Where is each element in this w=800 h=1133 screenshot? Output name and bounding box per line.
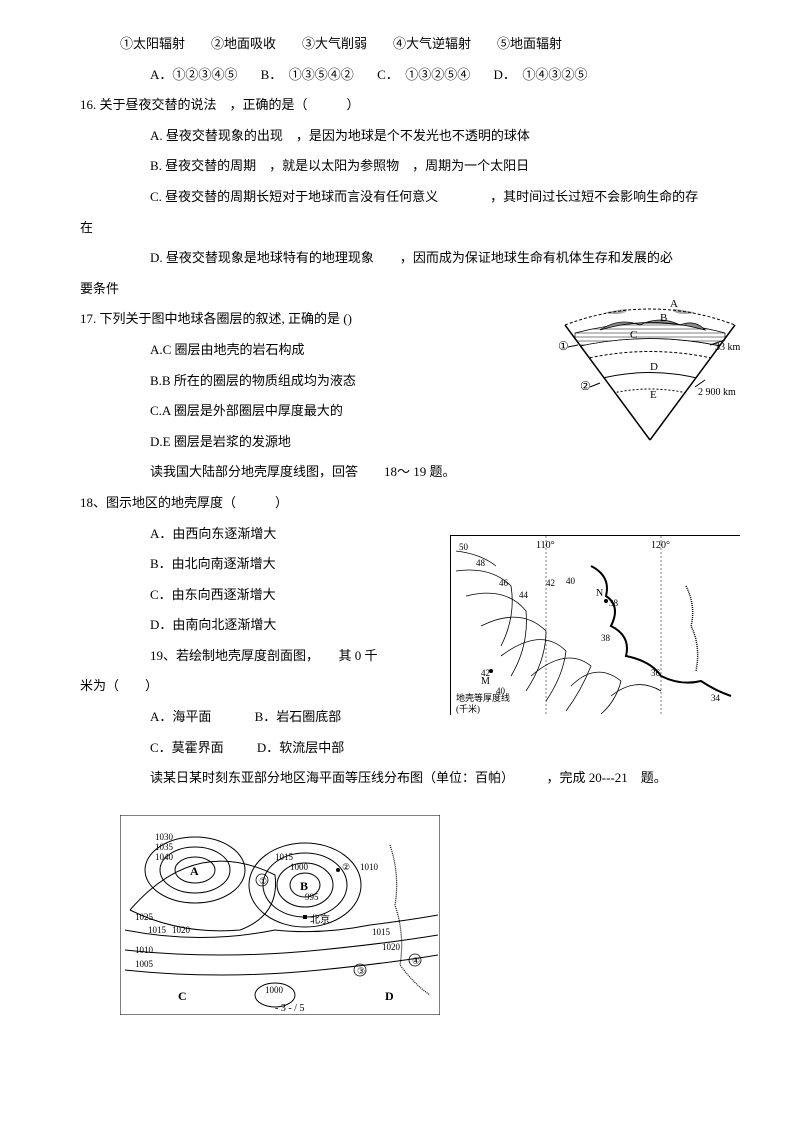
svg-text:①: ① — [259, 876, 267, 886]
figure-isobars: A 1030 1035 1040 1025 B 995 1000 1015 10… — [120, 815, 440, 1015]
figure-earth-layers: A B C D E ① ② 33 km 2 900 km — [550, 295, 750, 445]
svg-text:44: 44 — [519, 590, 529, 600]
svg-text:1020: 1020 — [172, 925, 191, 935]
page-content: ①太阳辐射 ②地面吸收 ③大气削弱 ④大气逆辐射 ⑤地面辐射 A．①②③④⑤ B… — [80, 30, 740, 1015]
q16-a: A. 昼夜交替现象的出现 ，是因为地球是个不发光也不透明的球体 — [80, 122, 740, 151]
svg-text:48: 48 — [476, 558, 486, 568]
q15-a: A．①②③④⑤ — [150, 67, 237, 82]
q15-opts: ①太阳辐射 ②地面吸收 ③大气削弱 ④大气逆辐射 ⑤地面辐射 — [80, 30, 740, 59]
label-b: B — [660, 312, 667, 324]
q18-19-intro: 读我国大陆部分地壳厚度线图，回答 18～ 19 题。 — [80, 458, 740, 487]
svg-text:1000: 1000 — [265, 985, 284, 995]
svg-text:1035: 1035 — [155, 842, 174, 852]
svg-text:1010: 1010 — [135, 945, 154, 955]
label-c: C — [630, 329, 637, 341]
svg-text:42: 42 — [546, 578, 555, 588]
svg-text:A: A — [190, 864, 199, 878]
svg-text:120°: 120° — [651, 540, 670, 551]
svg-text:1005: 1005 — [135, 959, 154, 969]
q19-a: A．海平面 — [150, 709, 211, 724]
q15-d: D． ①④③②⑤ — [493, 67, 587, 82]
q16-d1: D. 昼夜交替现象是地球特有的地理现象 ，因而成为保证地球生命有机体生存和发展的… — [80, 244, 740, 273]
q15-b: B． ①③⑤④② — [261, 67, 354, 82]
q20-21-intro: 读某日某时刻东亚部分地区海平面等压线分布图（单位：百帕） ，完成 20---21… — [80, 764, 740, 793]
svg-text:D: D — [385, 989, 394, 1003]
svg-text:36: 36 — [651, 668, 661, 678]
figure-crust-map: 110° 120° 50 48 46 44 42 42 40 40 38 36 … — [450, 535, 740, 715]
svg-text:1025: 1025 — [135, 912, 154, 922]
q19-d: D．软流层中部 — [257, 740, 344, 755]
label-e: E — [650, 389, 657, 401]
q19-cd: C．莫霍界面 D．软流层中部 — [80, 734, 740, 763]
svg-text:1020: 1020 — [382, 942, 401, 952]
q16-c1: C. 昼夜交替的周期长短对于地球而言没有任何意义 ，其时间过长过短不会影响生命的… — [80, 183, 740, 212]
svg-text:1015: 1015 — [372, 927, 391, 937]
q19-b: B．岩石圈底部 — [255, 709, 342, 724]
svg-text:北京: 北京 — [310, 913, 330, 926]
svg-text:34: 34 — [711, 693, 721, 703]
q16-stem: 16. 关于昼夜交替的说法 ，正确的是（ ） — [80, 91, 740, 120]
svg-text:②: ② — [342, 862, 350, 872]
svg-text:1030: 1030 — [155, 832, 174, 842]
svg-text:1015: 1015 — [275, 852, 294, 862]
svg-text:1015: 1015 — [148, 925, 167, 935]
label-d: D — [650, 361, 658, 373]
svg-text:B: B — [300, 879, 308, 893]
svg-text:1010: 1010 — [360, 862, 379, 872]
svg-text:(千米): (千米) — [456, 703, 480, 714]
page-number: - 3 - / 5 — [275, 1003, 304, 1014]
q15-choices: A．①②③④⑤ B． ①③⑤④② C． ①③②⑤④ D． ①④③②⑤ — [80, 61, 740, 90]
label-a: A — [670, 298, 678, 310]
mark-2: ② — [580, 379, 591, 393]
svg-text:38: 38 — [609, 598, 619, 608]
q18-stem: 18、图示地区的地壳厚度（ ） — [80, 489, 740, 518]
svg-text:地壳等厚度线: 地壳等厚度线 — [456, 692, 510, 703]
svg-text:④: ④ — [412, 956, 420, 966]
annot-2900km: 2 900 km — [698, 387, 736, 398]
q19-c: C．莫霍界面 — [150, 740, 224, 755]
svg-text:N: N — [596, 588, 603, 599]
q16-b: B. 昼夜交替的周期 ，就是以太阳为参照物 ，周期为一个太阳日 — [80, 152, 740, 181]
svg-text:40: 40 — [566, 576, 576, 586]
svg-text:110°: 110° — [536, 540, 555, 551]
svg-text:③: ③ — [357, 966, 365, 976]
svg-text:46: 46 — [499, 578, 509, 588]
svg-text:M: M — [481, 676, 490, 687]
svg-text:C: C — [178, 989, 187, 1003]
svg-text:1040: 1040 — [155, 852, 174, 862]
mark-1: ① — [558, 339, 569, 353]
q16-c2: 在 — [80, 214, 740, 243]
svg-text:995: 995 — [305, 892, 319, 902]
svg-text:1000: 1000 — [290, 862, 309, 872]
q15-c: C． ①③②⑤④ — [377, 67, 470, 82]
svg-text:50: 50 — [459, 542, 469, 552]
annot-33km: 33 km — [715, 342, 741, 353]
svg-text:38: 38 — [601, 633, 611, 643]
